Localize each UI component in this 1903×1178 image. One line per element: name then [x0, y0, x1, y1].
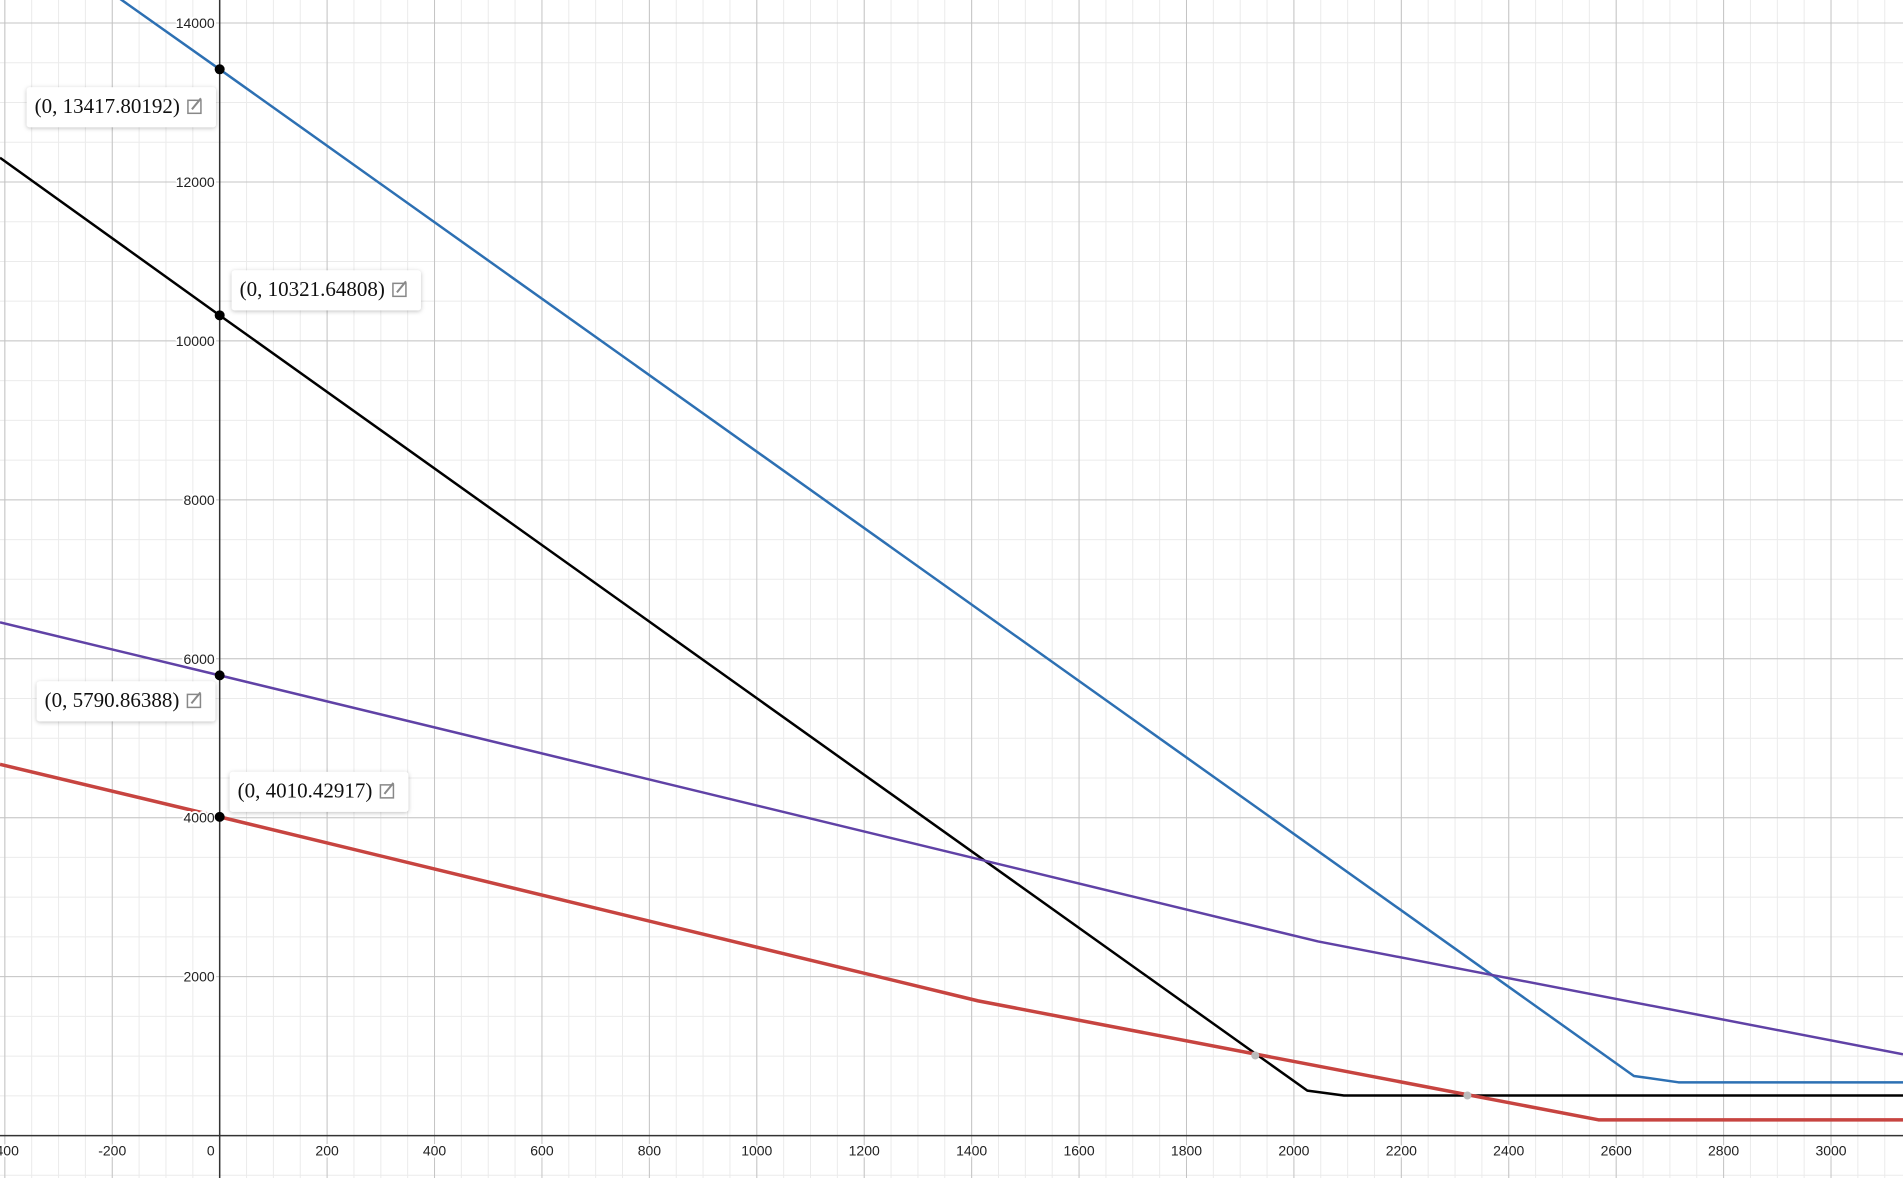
x-tick-label: 1800	[1171, 1143, 1202, 1159]
x-tick-label: 1000	[741, 1143, 772, 1159]
x-tick-label: 1400	[956, 1143, 987, 1159]
label-box	[231, 270, 421, 311]
intersection-point	[1251, 1051, 1260, 1060]
point	[214, 64, 225, 75]
y-tick-label: 6000	[184, 651, 215, 667]
edit-icon	[187, 99, 202, 115]
point	[214, 811, 225, 822]
point-label[interactable]: (0, 10321.64808)	[231, 270, 421, 311]
point	[214, 310, 225, 321]
x-tick-label: 2200	[1386, 1143, 1417, 1159]
point-label-text: (0, 13417.80192)	[35, 94, 180, 118]
y-tick-label: 4000	[184, 810, 215, 826]
point-label-text: (0, 5790.86388)	[45, 688, 180, 712]
curve	[119, 0, 1903, 1084]
curve	[0, 762, 1903, 1122]
label-box	[26, 87, 216, 128]
x-tick-label: 2000	[1278, 1143, 1309, 1159]
points: (0, 13417.80192) (0, 10321.64808) (0, 5790…	[26, 64, 1472, 1100]
edit-icon	[186, 693, 202, 709]
x-tick-label: 200	[315, 1143, 339, 1159]
y-tick-label: 10000	[176, 333, 215, 349]
edit-icon	[379, 784, 395, 799]
edit-icon	[392, 282, 407, 298]
x-tick-label: 1200	[849, 1143, 880, 1159]
x-tick-label: 2400	[1493, 1143, 1524, 1159]
point-label[interactable]: (0, 13417.80192)	[26, 87, 216, 128]
label-box	[229, 771, 409, 812]
x-tick-label: 2800	[1708, 1143, 1739, 1159]
x-tick-label: 2600	[1601, 1143, 1632, 1159]
x-tick-label: 0	[207, 1143, 215, 1159]
y-tick-label: 12000	[176, 174, 215, 190]
point-label[interactable]: (0, 5790.86388)	[36, 681, 216, 722]
tick-labels: -400 -200 0 200 400 600 800 1000 1200 1400 1600 180…	[0, 13, 1849, 1161]
point-label-text: (0, 4010.42917)	[238, 779, 373, 803]
intersection-point	[1463, 1091, 1472, 1100]
x-tick-label: 800	[638, 1143, 662, 1159]
x-tick-label: -200	[98, 1143, 126, 1159]
edit-icon-pen	[383, 782, 395, 795]
edit-icon-pen	[191, 97, 202, 110]
point-label-text: (0, 10321.64808)	[240, 277, 385, 301]
edit-icon-pen	[396, 280, 407, 293]
x-tick-label: 1600	[1063, 1143, 1094, 1159]
x-tick-label: 400	[423, 1143, 447, 1159]
edit-icon-pen	[190, 691, 202, 705]
y-tick-label: 8000	[184, 492, 215, 508]
x-tick-label: 3000	[1815, 1143, 1846, 1159]
curve	[0, 621, 1903, 1056]
curves	[0, 0, 1903, 1122]
label-box	[36, 681, 216, 722]
curve	[0, 156, 1903, 1097]
x-tick-label: 600	[530, 1143, 554, 1159]
point	[214, 670, 225, 681]
y-tick-label: 2000	[184, 969, 215, 985]
x-tick-label: -400	[0, 1143, 19, 1159]
y-tick-label: 14000	[176, 15, 215, 31]
point-label[interactable]: (0, 4010.42917)	[229, 771, 409, 812]
